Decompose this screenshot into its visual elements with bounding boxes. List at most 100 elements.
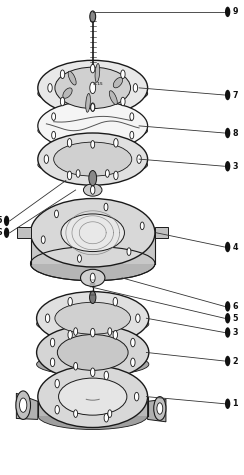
Text: 2: 2: [232, 357, 238, 365]
Circle shape: [225, 356, 230, 366]
Polygon shape: [16, 393, 38, 419]
Text: SL15: SL15: [92, 82, 103, 86]
Circle shape: [134, 392, 139, 401]
Ellipse shape: [113, 77, 122, 88]
Circle shape: [121, 70, 125, 78]
Text: 8: 8: [232, 129, 238, 137]
Circle shape: [78, 255, 81, 262]
Circle shape: [105, 170, 109, 177]
Circle shape: [108, 328, 112, 335]
Circle shape: [89, 171, 97, 186]
Circle shape: [157, 403, 163, 414]
Circle shape: [20, 398, 27, 412]
Ellipse shape: [38, 101, 148, 151]
Ellipse shape: [54, 142, 132, 176]
Circle shape: [91, 64, 95, 73]
Ellipse shape: [86, 94, 90, 112]
Ellipse shape: [38, 154, 148, 175]
Circle shape: [136, 314, 140, 323]
Circle shape: [225, 242, 230, 252]
Ellipse shape: [83, 184, 102, 196]
Ellipse shape: [38, 83, 148, 104]
Ellipse shape: [95, 64, 100, 82]
Circle shape: [67, 139, 72, 147]
Circle shape: [90, 11, 96, 22]
Circle shape: [91, 186, 95, 194]
Circle shape: [74, 328, 78, 335]
Circle shape: [130, 131, 134, 139]
Ellipse shape: [81, 269, 105, 286]
Circle shape: [52, 131, 56, 139]
Ellipse shape: [37, 325, 149, 380]
Circle shape: [225, 161, 230, 171]
Circle shape: [60, 97, 65, 106]
Circle shape: [45, 314, 50, 323]
Circle shape: [91, 103, 95, 112]
Circle shape: [91, 141, 95, 148]
Circle shape: [91, 328, 95, 337]
Circle shape: [113, 297, 118, 306]
Circle shape: [225, 313, 230, 323]
Circle shape: [68, 331, 72, 339]
Circle shape: [225, 301, 230, 312]
Circle shape: [113, 331, 118, 339]
Text: 6: 6: [0, 228, 2, 237]
Polygon shape: [148, 399, 166, 422]
Ellipse shape: [37, 353, 149, 375]
Ellipse shape: [30, 199, 155, 267]
Circle shape: [133, 84, 138, 92]
Circle shape: [67, 171, 72, 180]
Circle shape: [225, 7, 230, 17]
Text: 5: 5: [232, 314, 238, 323]
Circle shape: [41, 236, 45, 244]
Circle shape: [55, 379, 59, 388]
Text: 3: 3: [232, 328, 238, 337]
Ellipse shape: [61, 214, 124, 252]
Circle shape: [44, 155, 49, 163]
Text: 9: 9: [232, 8, 238, 16]
Circle shape: [90, 82, 96, 94]
Circle shape: [225, 399, 230, 409]
Circle shape: [131, 358, 135, 367]
Circle shape: [225, 90, 230, 100]
Circle shape: [74, 410, 78, 418]
Circle shape: [108, 410, 112, 418]
Polygon shape: [17, 227, 30, 238]
Circle shape: [114, 139, 118, 147]
Ellipse shape: [63, 88, 72, 98]
Ellipse shape: [38, 60, 148, 115]
Circle shape: [130, 113, 134, 121]
Circle shape: [104, 203, 108, 211]
Circle shape: [16, 391, 30, 419]
Text: 4: 4: [232, 243, 238, 251]
Text: 6: 6: [232, 302, 238, 311]
Circle shape: [225, 327, 230, 338]
Ellipse shape: [38, 366, 148, 428]
Circle shape: [90, 291, 96, 304]
Circle shape: [76, 170, 80, 177]
Circle shape: [127, 248, 131, 256]
Circle shape: [137, 155, 141, 163]
Ellipse shape: [68, 71, 76, 85]
Circle shape: [90, 273, 95, 283]
Circle shape: [131, 338, 135, 347]
Circle shape: [74, 362, 78, 370]
Text: 7: 7: [232, 91, 238, 99]
Circle shape: [60, 70, 65, 78]
Circle shape: [104, 414, 109, 422]
Circle shape: [50, 358, 55, 367]
Text: 5: 5: [0, 217, 2, 225]
Circle shape: [55, 210, 59, 218]
Text: 1: 1: [232, 399, 238, 408]
Ellipse shape: [109, 91, 117, 104]
Circle shape: [55, 406, 59, 414]
Circle shape: [4, 228, 9, 238]
Circle shape: [225, 128, 230, 138]
Circle shape: [154, 397, 166, 420]
Circle shape: [121, 97, 125, 106]
Polygon shape: [155, 227, 168, 238]
Ellipse shape: [59, 378, 127, 415]
Ellipse shape: [37, 314, 149, 334]
Circle shape: [91, 104, 95, 111]
Polygon shape: [38, 397, 148, 416]
